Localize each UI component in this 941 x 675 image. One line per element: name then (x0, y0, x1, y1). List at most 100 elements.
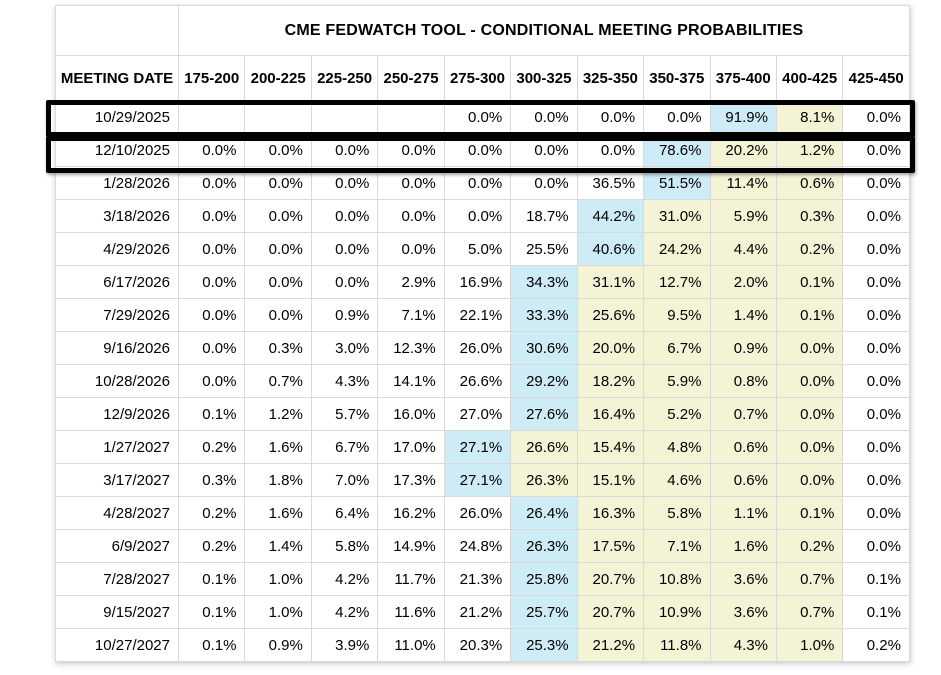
probability-cell: 0.0% (377, 166, 445, 200)
probability-cell: 15.4% (576, 430, 645, 464)
rate-range-header-175-200: 175-200 (177, 55, 246, 101)
probability-cell: 25.6% (576, 298, 645, 332)
meeting-date-cell: 10/27/2027 (55, 628, 179, 662)
table-row-9/15/2027: 9/15/2027 0.1% 1.0% 4.2% 11.6% 21.2% 25.7% 20.7… (55, 595, 910, 629)
probability-cell: 24.8% (443, 529, 512, 563)
probability-cell: 0.0% (177, 133, 246, 167)
probability-cell: 4.4% (709, 232, 777, 266)
meeting-date-cell: 4/29/2026 (55, 232, 179, 266)
probability-cell: 0.0% (842, 100, 910, 134)
probability-cell: 5.8% (310, 529, 379, 563)
probability-cell: 26.3% (510, 463, 578, 497)
probability-cell: 6.7% (643, 331, 711, 365)
rate-range-header-400-425: 400-425 (775, 55, 844, 101)
probability-cell: 27.0% (443, 397, 512, 431)
probability-cell: 21.3% (443, 562, 512, 596)
probability-cell: 0.0% (310, 232, 379, 266)
meeting-date-cell: 6/9/2027 (55, 529, 179, 563)
probability-cell: 0.0% (244, 199, 312, 233)
probability-cell: 0.0% (244, 232, 312, 266)
probability-cell: 0.0% (842, 364, 910, 398)
probability-cell: 0.0% (842, 298, 910, 332)
probability-cell: 1.6% (244, 430, 312, 464)
probability-cell: 0.2% (177, 430, 246, 464)
probability-cell: 0.0% (244, 298, 312, 332)
probability-cell: 1.4% (244, 529, 312, 563)
probability-cell: 0.9% (310, 298, 379, 332)
probability-cell: 3.9% (310, 628, 379, 662)
meeting-date-cell: 4/28/2027 (55, 496, 179, 530)
probability-cell: 0.0% (244, 133, 312, 167)
probability-cell: 0.7% (244, 364, 312, 398)
probability-cell: 20.7% (576, 562, 645, 596)
probability-cell: 6.7% (310, 430, 379, 464)
rate-range-header-350-375: 350-375 (643, 55, 711, 101)
probability-cell: 0.0% (510, 166, 578, 200)
probability-table: CME FEDWATCH TOOL - CONDITIONAL MEETING … (55, 5, 910, 662)
probability-cell: 0.1% (177, 595, 246, 629)
probability-cell: 0.3% (177, 463, 246, 497)
table-row-10/28/2026: 10/28/2026 0.0% 0.7% 4.3% 14.1% 26.6% 29.2% 18.… (55, 364, 910, 398)
table-row-12/10/2025: 12/10/2025 0.0% 0.0% 0.0% 0.0% 0.0% 0.0% 0.0% 78… (55, 133, 910, 167)
table-row-10/29/2025: 10/29/2025 0.0% 0.0% 0.0% 0.0% 91.9% 8.1% 0.0% (55, 100, 910, 134)
probability-cell: 7.1% (377, 298, 445, 332)
meeting-date-cell: 12/9/2026 (55, 397, 179, 431)
probability-cell: 5.2% (643, 397, 711, 431)
probability-cell: 17.5% (576, 529, 645, 563)
probability-cell: 0.0% (775, 364, 844, 398)
probability-cell: 0.0% (177, 298, 246, 332)
meeting-date-cell: 6/17/2026 (55, 265, 179, 299)
probability-cell: 4.8% (643, 430, 711, 464)
probability-cell: 0.1% (177, 397, 246, 431)
probability-cell: 5.9% (643, 364, 711, 398)
probability-cell: 6.4% (310, 496, 379, 530)
probability-cell: 25.5% (510, 232, 578, 266)
probability-cell: 31.0% (643, 199, 711, 233)
probability-cell: 7.0% (310, 463, 379, 497)
probability-cell: 0.0% (842, 232, 910, 266)
probability-cell: 10.9% (643, 595, 711, 629)
meeting-date-cell: 10/28/2026 (55, 364, 179, 398)
probability-cell: 0.3% (775, 199, 844, 233)
probability-cell: 0.2% (177, 496, 246, 530)
table-row-3/18/2026: 3/18/2026 0.0% 0.0% 0.0% 0.0% 0.0% 18.7% 44.2% 3… (55, 199, 910, 233)
probability-cell: 26.4% (510, 496, 578, 530)
probability-cell: 0.2% (177, 529, 246, 563)
probability-cell: 0.7% (775, 562, 844, 596)
probability-cell: 5.7% (310, 397, 379, 431)
probability-cell: 0.0% (377, 133, 445, 167)
probability-cell: 17.0% (377, 430, 445, 464)
probability-cell: 0.0% (310, 265, 379, 299)
probability-cell: 0.0% (310, 199, 379, 233)
probability-cell: 40.6% (576, 232, 645, 266)
probability-cell: 18.2% (576, 364, 645, 398)
probability-cell (377, 100, 445, 134)
probability-cell: 27.6% (510, 397, 578, 431)
probability-cell: 1.0% (775, 628, 844, 662)
probability-cell: 0.0% (177, 166, 246, 200)
probability-cell: 26.6% (510, 430, 578, 464)
meeting-date-cell: 7/29/2026 (55, 298, 179, 332)
probability-cell: 1.6% (244, 496, 312, 530)
meeting-date-cell: 10/29/2025 (55, 100, 179, 134)
probability-cell (177, 100, 246, 134)
probability-cell: 0.2% (775, 232, 844, 266)
probability-cell: 0.0% (842, 331, 910, 365)
probability-cell: 0.0% (510, 133, 578, 167)
meeting-date-cell: 3/17/2027 (55, 463, 179, 497)
probability-cell: 0.0% (576, 100, 645, 134)
probability-cell: 25.7% (510, 595, 578, 629)
probability-cell: 31.1% (576, 265, 645, 299)
meeting-date-cell: 7/28/2027 (55, 562, 179, 596)
probability-cell: 0.0% (244, 166, 312, 200)
probability-cell: 44.2% (576, 199, 645, 233)
probability-cell: 27.1% (443, 463, 512, 497)
probability-cell: 1.2% (775, 133, 844, 167)
probability-cell: 0.0% (177, 364, 246, 398)
probability-cell: 0.0% (842, 133, 910, 167)
title-row: CME FEDWATCH TOOL - CONDITIONAL MEETING … (55, 5, 910, 56)
probability-cell: 3.6% (709, 562, 777, 596)
probability-cell: 0.9% (709, 331, 777, 365)
probability-cell: 24.2% (643, 232, 711, 266)
